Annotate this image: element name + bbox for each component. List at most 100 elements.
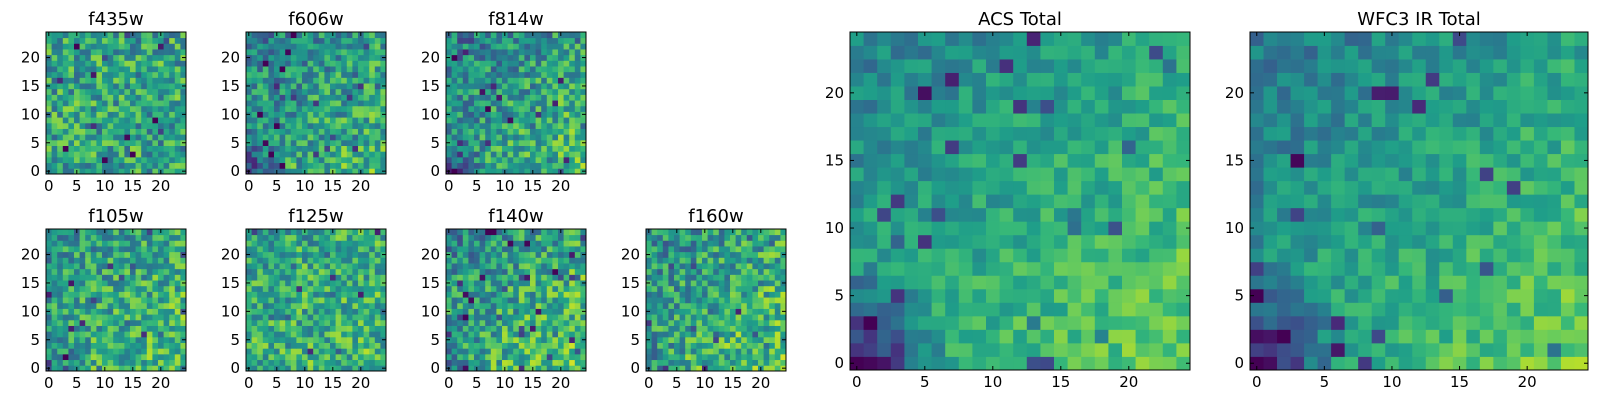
heatmap-cell: [918, 234, 932, 249]
heatmap-cell: [246, 359, 252, 366]
heatmap-cell: [268, 291, 275, 298]
heatmap-cell: [257, 66, 264, 73]
heatmap-cell: [451, 240, 458, 247]
heatmap-cell: [174, 145, 181, 152]
heatmap-cell: [51, 168, 58, 175]
heatmap-cell: [462, 325, 469, 332]
heatmap-cell: [507, 145, 514, 152]
heatmap-cell: [685, 319, 692, 326]
heatmap-cell: [46, 319, 52, 326]
heatmap-cell: [279, 100, 286, 107]
heatmap-cell: [513, 168, 520, 175]
heatmap-cell: [341, 71, 348, 78]
heatmap-cell: [530, 251, 536, 258]
heatmap-cell: [296, 117, 303, 124]
heatmap-cell: [96, 139, 103, 146]
heatmap-cell: [324, 325, 331, 332]
y-tick-label: 15: [221, 274, 240, 292]
heatmap-cell: [352, 168, 359, 175]
heatmap-cell: [569, 66, 576, 73]
heatmap-cell: [302, 122, 308, 129]
heatmap-cell: [1026, 234, 1041, 249]
heatmap-cell: [313, 229, 320, 236]
heatmap-cell: [152, 251, 159, 258]
heatmap-cell: [746, 365, 753, 372]
heatmap-cell: [290, 122, 297, 129]
heatmap-cell: [662, 263, 669, 270]
heatmap-cell: [535, 60, 542, 67]
heatmap-cell: [257, 151, 264, 158]
heatmap-cell: [68, 168, 75, 175]
heatmap-cell: [96, 359, 103, 366]
heatmap-cell: [146, 100, 153, 107]
heatmap-cell: [524, 128, 531, 135]
heatmap-cell: [313, 49, 320, 56]
heatmap-cell: [496, 156, 503, 164]
heatmap-cell: [546, 49, 553, 56]
heatmap-cell: [363, 71, 370, 78]
heatmap-cell: [352, 297, 359, 304]
heatmap-cell: [479, 308, 486, 315]
heatmap-cell: [96, 145, 103, 152]
heatmap-cell: [657, 291, 664, 298]
heatmap-cell: [674, 251, 680, 258]
heatmap-cell: [496, 319, 503, 326]
heatmap-cell: [999, 275, 1014, 290]
heatmap-cell: [290, 348, 297, 355]
heatmap-cell: [180, 77, 187, 84]
heatmap-cell: [774, 353, 781, 361]
heatmap-cell: [945, 153, 960, 168]
y-tick-label: 10: [421, 105, 440, 123]
heatmap-cell: [174, 274, 181, 281]
heatmap-cell: [85, 122, 92, 129]
heatmap-cell: [257, 117, 264, 124]
heatmap-cell: [118, 246, 125, 253]
heatmap-cell: [341, 83, 348, 90]
heatmap-cell: [180, 134, 187, 141]
heatmap-cell: [1135, 207, 1150, 222]
heatmap-cell: [735, 325, 742, 332]
heatmap-cell: [380, 49, 387, 56]
heatmap-cell: [96, 94, 103, 101]
heatmap-cell: [174, 156, 181, 164]
heatmap-cell: [679, 229, 686, 236]
heatmap-cell: [262, 139, 269, 146]
heatmap-cell: [74, 162, 80, 169]
heatmap-cell: [290, 128, 297, 135]
heatmap-cell: [57, 308, 64, 315]
heatmap-cell: [279, 168, 286, 175]
heatmap-cell: [346, 71, 353, 78]
heatmap-cell: [730, 251, 736, 258]
heatmap-cell: [257, 71, 264, 78]
heatmap-cell: [285, 128, 292, 135]
heatmap-cell: [718, 257, 725, 264]
heatmap-cell: [1176, 248, 1191, 263]
heatmap-cell: [74, 297, 80, 304]
heatmap-cell: [130, 297, 136, 304]
heatmap-cell: [324, 348, 331, 355]
heatmap-cell: [552, 246, 559, 253]
heatmap-cell: [496, 280, 503, 287]
heatmap-cell: [335, 94, 342, 101]
heatmap-cell: [462, 234, 469, 241]
heatmap-cell: [451, 308, 458, 315]
heatmap-cell: [679, 359, 686, 366]
heatmap-cell: [174, 297, 181, 304]
heatmap-cell: [74, 117, 80, 124]
heatmap-cell: [702, 314, 708, 321]
heatmap-cell: [713, 285, 720, 292]
heatmap-cell: [735, 331, 742, 338]
heatmap-cell: [262, 319, 269, 326]
heatmap-cell: [446, 240, 452, 247]
heatmap-cell: [918, 153, 932, 168]
heatmap-cell: [374, 66, 381, 73]
heatmap-cell: [374, 297, 381, 304]
heatmap-cell: [302, 274, 308, 281]
heatmap-cell: [102, 263, 108, 270]
heatmap-cell: [346, 291, 353, 298]
heatmap-cell: [102, 302, 108, 309]
heatmap-cell: [569, 54, 576, 61]
heatmap-cell: [1094, 207, 1109, 222]
heatmap-cell: [690, 268, 697, 275]
heatmap-cell: [113, 151, 120, 158]
